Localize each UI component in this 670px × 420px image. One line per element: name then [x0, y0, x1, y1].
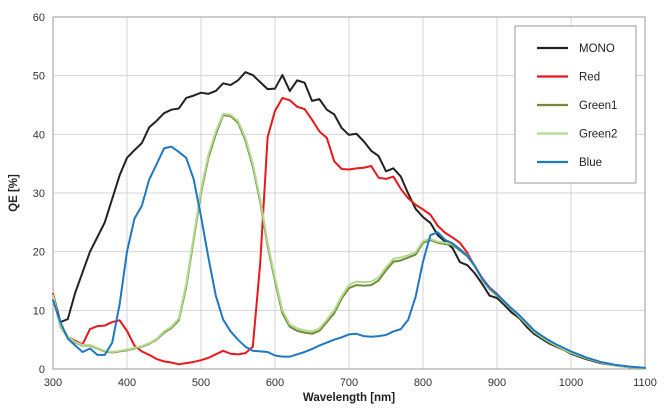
x-tick-label: 600	[266, 377, 284, 389]
y-tick-labels: 0 10 20 30 40 50 60	[33, 12, 45, 376]
series-line-mono	[52, 71, 646, 370]
legend-label-mono: MONO	[579, 43, 615, 55]
x-tick-label: 800	[414, 377, 432, 389]
legend-label-red: Red	[579, 72, 600, 84]
x-tick-label: 300	[44, 377, 62, 389]
x-tick-label: 500	[192, 377, 210, 389]
legend-label-blue: Blue	[579, 157, 602, 169]
y-axis-title: QE [%]	[8, 174, 20, 212]
x-tick-label: 700	[340, 377, 358, 389]
x-axis-title: Wavelength [nm]	[303, 392, 395, 404]
series-lines	[52, 71, 646, 370]
legend-label-green2: Green2	[579, 129, 617, 141]
y-tick-label: 40	[33, 129, 45, 141]
legend: MONO Red Green1 Green2 Blue	[514, 25, 637, 184]
y-tick-label: 0	[39, 364, 45, 376]
y-tick-label: 20	[33, 247, 45, 259]
y-tick-label: 60	[33, 12, 45, 24]
x-tick-label: 1100	[633, 377, 657, 389]
x-tick-labels: 300 400 500 600 700 800 900 1000 1100	[44, 377, 657, 389]
y-tick-label: 50	[33, 71, 45, 83]
x-tick-label: 400	[118, 377, 136, 389]
y-tick-label: 30	[33, 188, 45, 200]
legend-label-green1: Green1	[579, 100, 617, 112]
x-tick-label: 1000	[559, 377, 583, 389]
plot-area-frame	[52, 16, 646, 370]
legend-items: MONO Red Green1 Green2 Blue	[537, 43, 617, 169]
series-line-blue	[52, 145, 646, 369]
legend-box	[514, 25, 637, 184]
y-tick-label: 10	[33, 305, 45, 317]
x-tick-label: 900	[488, 377, 506, 389]
